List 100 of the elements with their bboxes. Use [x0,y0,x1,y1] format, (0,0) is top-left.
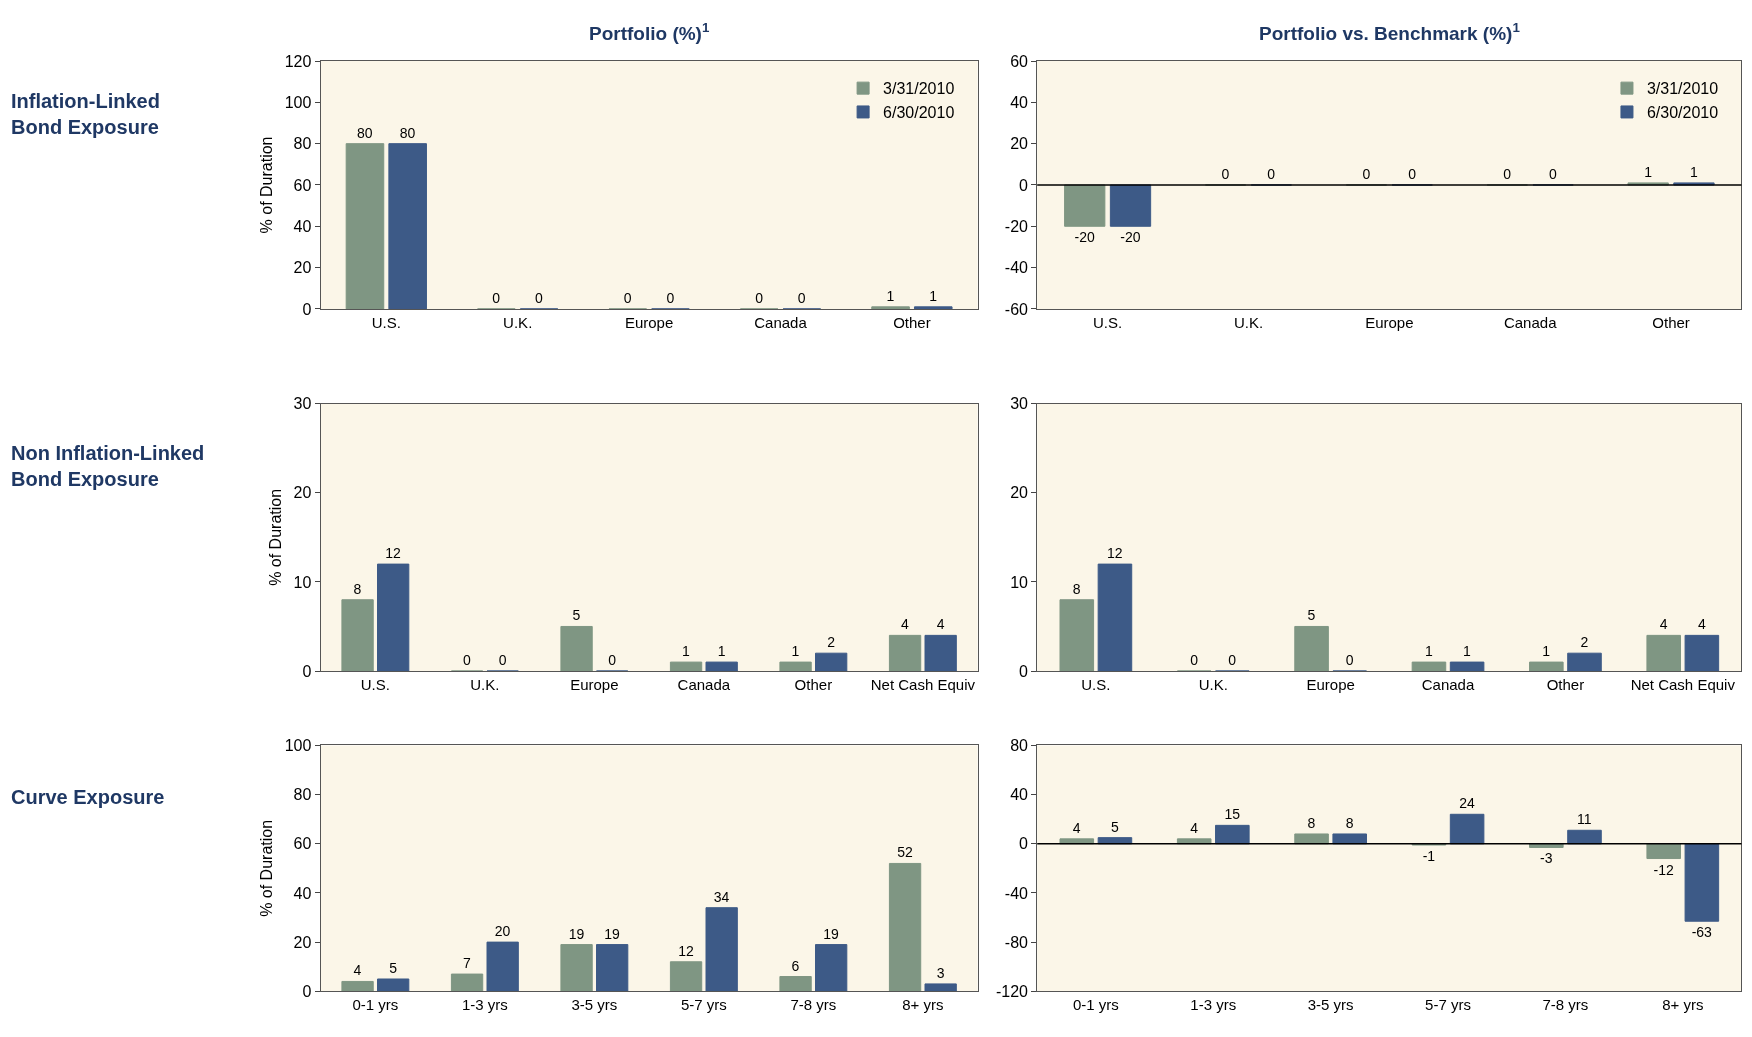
data-label: 7 [463,955,472,972]
data-label: 80 [399,124,416,141]
y-axis-title: % of Duration [266,488,284,586]
data-label: 1 [791,643,800,660]
data-label: 12 [1107,545,1123,562]
x-tick-label: Europe [1365,313,1414,331]
data-label: 1 [1463,643,1472,660]
data-label: 0 [1228,652,1237,668]
x-tick-label: 5-7 yrs [680,996,727,1014]
data-label: 0 [797,289,806,306]
y-tick-label: 10 [293,573,312,591]
y-tick-label: 20 [1010,484,1029,502]
data-label: 5 [572,607,581,624]
y-tick-label: -40 [1004,259,1029,277]
x-tick-label: Canada [1503,313,1558,331]
legend-label: 3/31/2010 [1646,80,1719,98]
data-label: 0 [608,652,617,668]
data-label: 8 [353,580,362,597]
data-label: -63 [1691,924,1713,941]
x-tick-label: Europe [570,676,619,693]
data-label: 4 [1659,616,1668,633]
x-tick-label: 7-8 yrs [1542,996,1589,1014]
data-label: 0 [1190,652,1199,668]
y-tick-label: 20 [293,259,312,277]
data-label: 52 [897,844,913,861]
y-tick-label: 80 [1010,737,1029,755]
data-label: 4 [936,616,945,633]
data-label: 2 [827,634,836,651]
x-tick-label: Canada [1421,676,1475,693]
y-tick-label: 100 [284,737,312,755]
y-tick-label: 0 [302,982,312,1000]
x-tick-label: Net Cash Equiv [1630,676,1736,693]
y-tick-label: -20 [1004,217,1029,235]
chart-title: Portfolio (%)$^{1}$ [589,20,710,44]
data-label: 5 [389,959,398,976]
data-label: 0 [623,289,632,306]
data-label: -12 [1653,861,1674,878]
x-tick-label: 1-3 yrs [461,996,508,1014]
data-label: 0 [1345,652,1354,668]
data-label: 1 [1424,643,1433,660]
data-label: 1 [929,287,938,304]
data-label: 12 [385,545,402,562]
x-tick-label: 3-5 yrs [571,996,618,1014]
x-tick-label: Other [1652,313,1690,331]
data-label: 34 [713,888,730,905]
data-label: 5 [1307,607,1316,624]
x-tick-label: 8+ yrs [902,996,944,1014]
y-tick-label: 20 [293,933,312,951]
y-tick-label: -120 [995,982,1029,1000]
data-label: 1 [1689,163,1698,180]
y-tick-label: 80 [293,786,312,804]
data-label: 4 [1072,819,1081,836]
data-label: -3 [1540,850,1553,867]
text: Non Inflation-Linked Bond Exposure [11,442,205,490]
data-label: 0 [498,652,507,668]
y-tick-label: 100 [284,93,312,111]
data-label: 19 [823,925,840,942]
data-label: -20 [1120,229,1141,246]
data-label: 2 [1580,634,1589,651]
data-label: 0 [1221,165,1230,182]
data-label: 4 [353,962,362,979]
data-label: 4 [1190,819,1199,836]
y-tick-label: 0 [1019,662,1029,680]
data-label: 11 [1577,811,1592,828]
y-axis-title: % of Duration [257,819,275,917]
data-label: 0 [492,289,501,306]
y-tick-label: -40 [1004,884,1029,902]
legend-label: 3/31/2010 [883,80,955,98]
legend-label: 6/30/2010 [883,104,955,122]
data-label: 0 [1267,165,1276,182]
data-label: 12 [678,942,694,959]
text: Curve Exposure [11,786,165,808]
y-tick-label: 0 [302,300,312,318]
data-label: 0 [1503,165,1512,182]
y-axis-title: % of Duration [257,136,275,234]
data-label: 19 [604,925,621,942]
x-tick-label: Other [1546,676,1585,693]
data-label: 4 [1697,616,1706,633]
data-label: 6 [791,957,800,974]
x-tick-label: U.S. [360,676,390,693]
data-label: 4 [901,616,910,633]
y-tick-label: 60 [293,835,312,853]
data-label: 1 [886,287,895,304]
data-label: -20 [1074,229,1095,246]
legend-label: 6/30/2010 [1646,104,1719,122]
y-tick-label: -60 [1004,300,1029,318]
x-tick-label: Europe [624,313,674,331]
data-label: 8 [1345,814,1354,831]
x-tick-label: 0-1 yrs [352,996,399,1014]
x-tick-label: U.K. [503,313,533,331]
y-tick-label: 0 [302,662,312,680]
y-tick-label: 60 [1010,52,1029,70]
y-tick-label: 120 [284,52,312,70]
data-label: 15 [1224,806,1241,823]
y-tick-label: 40 [1010,786,1029,804]
y-tick-label: 40 [1010,93,1029,111]
y-tick-label: 40 [293,884,312,902]
x-tick-label: 3-5 yrs [1307,996,1354,1014]
data-label: 0 [755,289,764,306]
data-label: 80 [357,124,373,141]
